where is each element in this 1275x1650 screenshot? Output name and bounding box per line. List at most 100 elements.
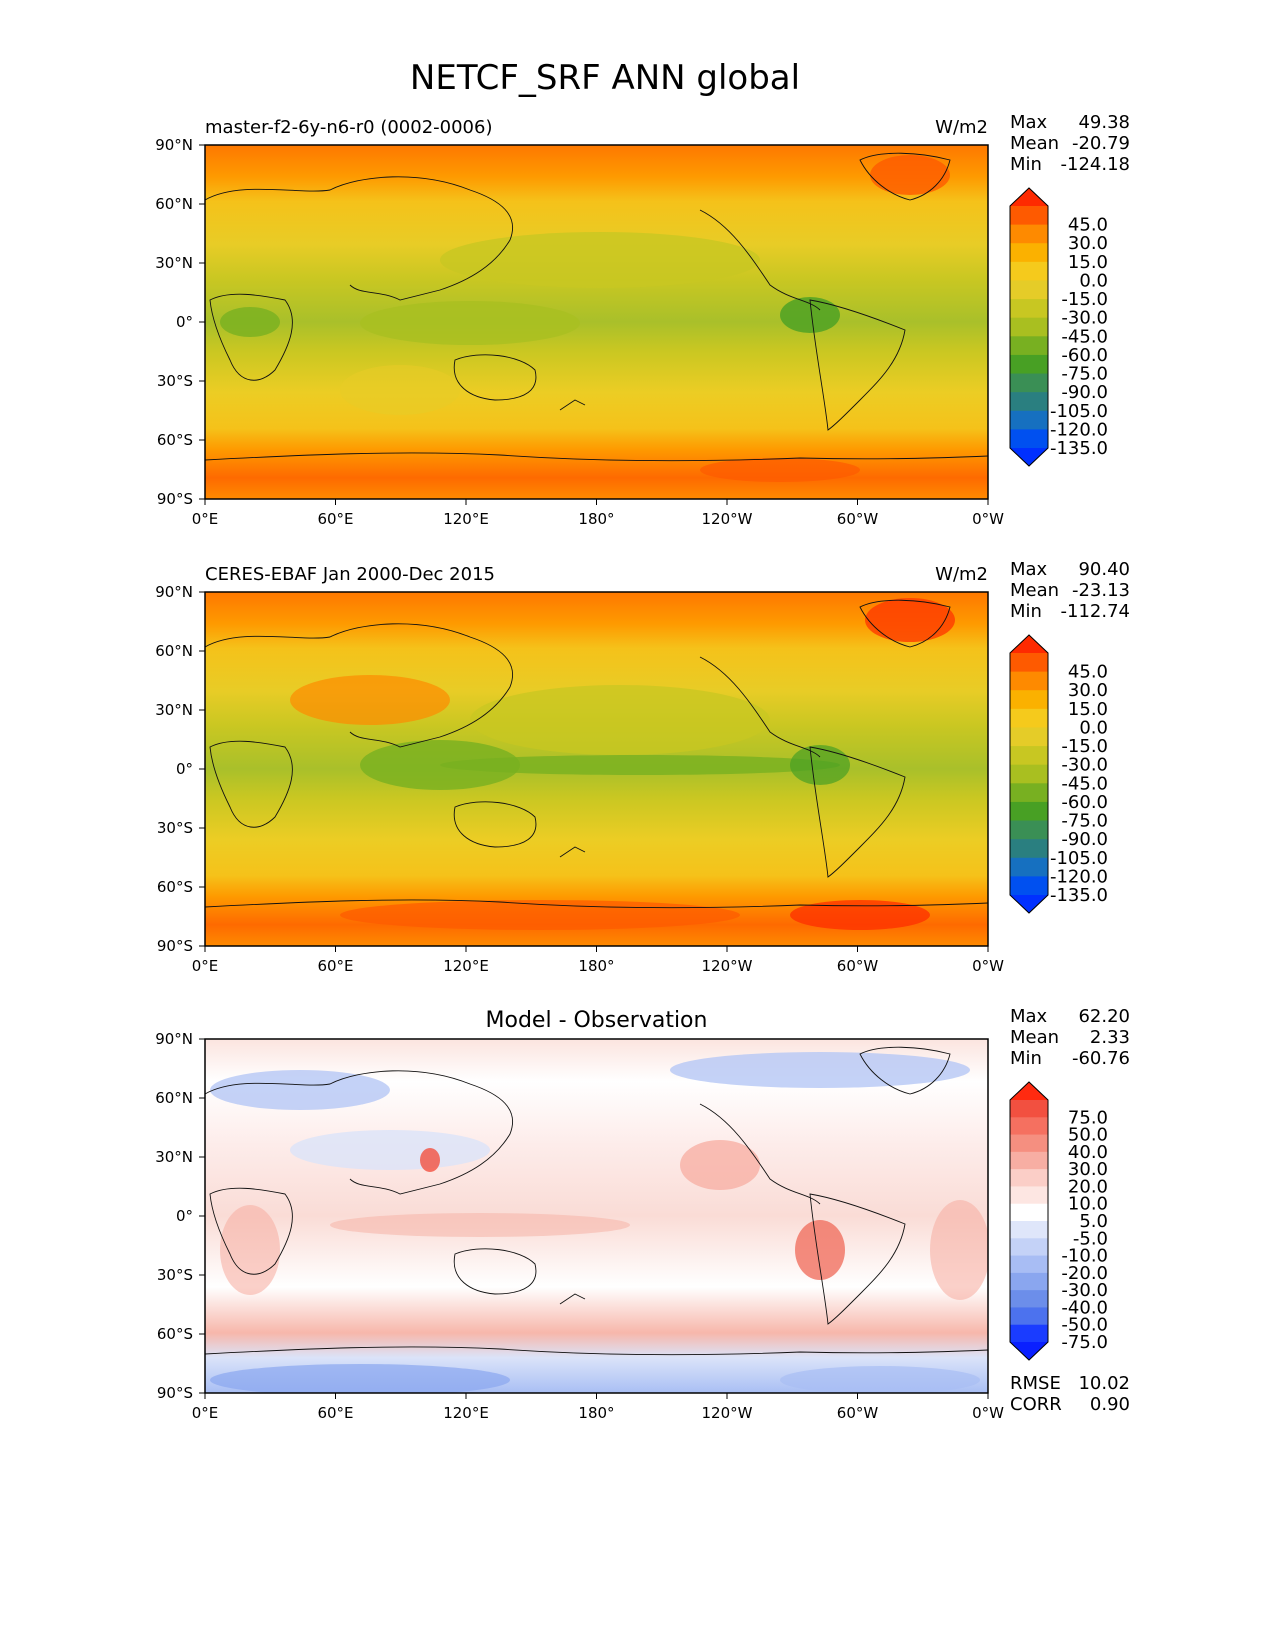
colorbar-segment bbox=[1010, 1203, 1048, 1222]
lat-label: 90°N bbox=[155, 1030, 193, 1048]
panel-units: W/m2 bbox=[935, 564, 988, 585]
colorbar-segment bbox=[1010, 317, 1048, 337]
colorbar-tick-label: 0.0 bbox=[1079, 270, 1108, 291]
colorbar-outline bbox=[1009, 187, 1049, 467]
colorbar-tick-label: -40.0 bbox=[1061, 1297, 1108, 1318]
panel-center-title: Model - Observation bbox=[486, 1008, 708, 1033]
colorbar-segment bbox=[1010, 429, 1048, 449]
colorbar-tick-label: -30.0 bbox=[1061, 308, 1108, 329]
lon-label: 180° bbox=[578, 1404, 614, 1422]
colorbar-segment bbox=[1010, 671, 1048, 691]
colorbar-tick-label: -15.0 bbox=[1061, 289, 1108, 310]
lon-label: 180° bbox=[578, 510, 614, 528]
colorbar-tick-label: 5.0 bbox=[1079, 1211, 1108, 1232]
colorbar-segment bbox=[1010, 1272, 1048, 1291]
colorbar-tick-label: -60.0 bbox=[1061, 345, 1108, 366]
lon-ticks bbox=[204, 1393, 989, 1399]
stat-min-label: Min bbox=[1010, 1048, 1042, 1069]
colorbar: 75.050.040.030.020.010.05.0-5.0-10.0-20.… bbox=[1009, 1081, 1108, 1361]
lon-label: 120°E bbox=[443, 1404, 489, 1422]
stat-min-value: -60.76 bbox=[1072, 1048, 1130, 1069]
lat-label: 0° bbox=[176, 313, 193, 331]
lon-tick-labels: 0°E 60°E 120°E 180° 120°W 60°W 0°W bbox=[192, 957, 1004, 975]
colorbar-segment bbox=[1010, 1307, 1048, 1326]
panel-units: W/m2 bbox=[935, 117, 988, 138]
lat-label: 60°S bbox=[157, 431, 193, 449]
colorbar-extend-max bbox=[1010, 188, 1048, 206]
lon-label: 60°W bbox=[837, 957, 879, 975]
lon-label: 60°E bbox=[317, 510, 353, 528]
colorbar-segment bbox=[1010, 1117, 1048, 1136]
colorbar-segment bbox=[1010, 1238, 1048, 1257]
lat-label: 60°N bbox=[155, 195, 193, 213]
colorbar-segment bbox=[1010, 1290, 1048, 1308]
colorbar-tick-label: -75.0 bbox=[1061, 1332, 1108, 1353]
stat-mean-label: Mean bbox=[1010, 580, 1059, 601]
colorbar-tick-label: 30.0 bbox=[1068, 1159, 1108, 1180]
colorbar-tick-label: -75.0 bbox=[1061, 811, 1108, 832]
lon-label: 180° bbox=[578, 957, 614, 975]
lat-label: 0° bbox=[176, 760, 193, 778]
lon-ticks bbox=[204, 946, 989, 952]
colorbar-tick-label: -90.0 bbox=[1061, 382, 1108, 403]
stat-rmse-value: 10.02 bbox=[1078, 1373, 1130, 1394]
colorbar-extend-min bbox=[1010, 448, 1048, 466]
colorbar-tick-label: -120.0 bbox=[1050, 866, 1108, 887]
colorbar-tick-label: -5.0 bbox=[1073, 1228, 1108, 1249]
stat-mean-label: Mean bbox=[1010, 1027, 1059, 1048]
colorbar-tick-label: -60.0 bbox=[1061, 792, 1108, 813]
colorbar-extend-max bbox=[1010, 1082, 1048, 1100]
colorbar-tick-label: -120.0 bbox=[1050, 419, 1108, 440]
colorbar-tick-label: -105.0 bbox=[1050, 401, 1108, 422]
colorbar-segment bbox=[1010, 1221, 1048, 1239]
stat-mean-label: Mean bbox=[1010, 133, 1059, 154]
lon-tick-labels: 0°E 60°E 120°E 180° 120°W 60°W 0°W bbox=[192, 510, 1004, 528]
colorbar-segment bbox=[1010, 857, 1048, 877]
colorbar: 45.030.015.00.0-15.0-30.0-45.0-60.0-75.0… bbox=[1009, 187, 1108, 467]
lat-label: 30°S bbox=[157, 372, 193, 390]
colorbar-segment bbox=[1010, 1134, 1048, 1153]
colorbar-segment bbox=[1010, 653, 1048, 673]
stat-mean-value: -23.13 bbox=[1072, 580, 1130, 601]
stat-min-label: Min bbox=[1010, 601, 1042, 622]
lon-label: 0°E bbox=[192, 957, 219, 975]
colorbar-tick-label: -105.0 bbox=[1050, 848, 1108, 869]
colorbar-tick-label: -90.0 bbox=[1061, 829, 1108, 850]
colorbar-tick-label: 40.0 bbox=[1068, 1142, 1108, 1163]
stat-mean-value: -20.79 bbox=[1072, 133, 1130, 154]
stat-rmse-label: RMSE bbox=[1010, 1373, 1061, 1394]
colorbar-segment bbox=[1010, 206, 1048, 226]
colorbar-tick-label: -20.0 bbox=[1061, 1263, 1108, 1284]
lon-label: 60°W bbox=[837, 1404, 879, 1422]
lat-label: 90°S bbox=[157, 937, 193, 955]
panel-diff: Model - Observation bbox=[155, 1006, 1130, 1422]
colorbar-tick-label: -45.0 bbox=[1061, 326, 1108, 347]
colorbar-tick-label: 15.0 bbox=[1068, 252, 1108, 273]
lat-ticks bbox=[199, 591, 205, 947]
lon-label: 0°W bbox=[972, 510, 1004, 528]
stat-max-value: 49.38 bbox=[1078, 112, 1130, 133]
panel-left-title: master-f2-6y-n6-r0 (0002-0006) bbox=[205, 117, 492, 138]
lat-label: 60°N bbox=[155, 1089, 193, 1107]
stat-min-value: -124.18 bbox=[1061, 154, 1130, 175]
lat-label: 90°S bbox=[157, 1384, 193, 1402]
lon-label: 60°E bbox=[317, 957, 353, 975]
lat-label: 30°S bbox=[157, 1266, 193, 1284]
lat-label: 60°N bbox=[155, 642, 193, 660]
colorbar-segment bbox=[1010, 783, 1048, 803]
lat-tick-labels: 90°N 60°N 30°N 0° 30°S 60°S 90°S bbox=[155, 1030, 193, 1402]
lon-label: 60°W bbox=[837, 510, 879, 528]
stat-min-value: -112.74 bbox=[1061, 601, 1130, 622]
map-field bbox=[205, 1039, 988, 1393]
lat-label: 90°N bbox=[155, 583, 193, 601]
colorbar-segment bbox=[1010, 690, 1048, 710]
stat-mean-value: 2.33 bbox=[1090, 1027, 1130, 1048]
colorbar-tick-label: 30.0 bbox=[1068, 233, 1108, 254]
lat-ticks bbox=[199, 1038, 205, 1394]
lat-label: 0° bbox=[176, 1207, 193, 1225]
colorbar-segment bbox=[1010, 746, 1048, 766]
colorbar-tick-label: -15.0 bbox=[1061, 736, 1108, 757]
lon-label: 120°W bbox=[702, 1404, 753, 1422]
colorbar-segment bbox=[1010, 299, 1048, 319]
lon-label: 120°W bbox=[702, 957, 753, 975]
